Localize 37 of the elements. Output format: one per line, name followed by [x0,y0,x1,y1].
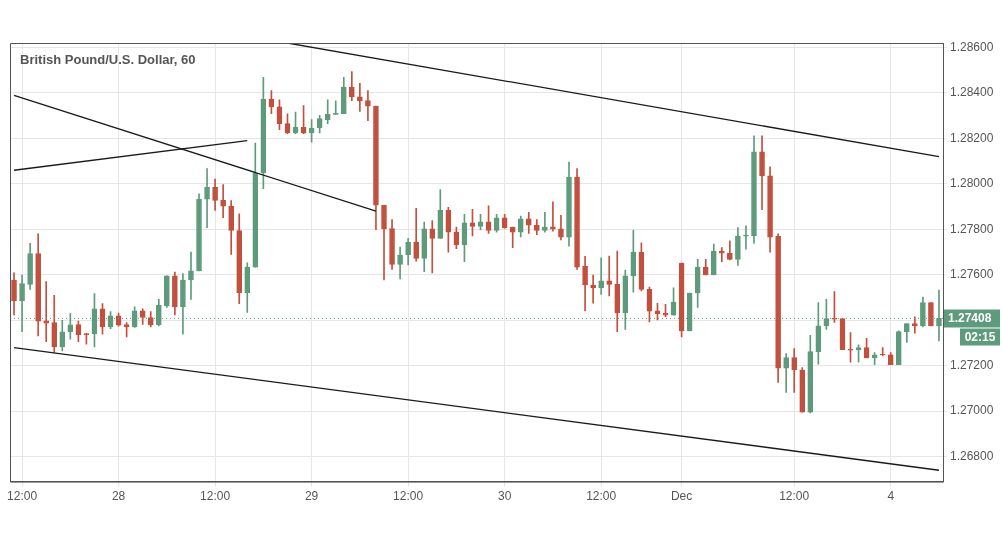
x-tick-label: Dec [670,489,693,504]
y-tick-label: 1.28400 [950,85,994,100]
x-tick-label: 12:00 [393,489,424,504]
candlestick [743,225,749,250]
y-tick-label: 1.27200 [950,358,994,373]
candlestick [43,281,50,342]
candlestick [365,90,371,122]
x-tick-label: 30 [497,489,512,504]
x-tick-label: 29 [304,489,319,504]
candlestick [220,184,226,219]
candlestick [509,226,516,249]
y-tick-label: 1.27600 [950,267,994,282]
candlestick [718,247,725,262]
x-tick-label: 4 [887,489,895,504]
x-tick-label: 12:00 [7,489,38,504]
y-tick-label: 1.27000 [950,403,994,418]
ref-line-label: 1.27408 [948,310,992,325]
candlestick [912,316,918,334]
candlestick [188,251,194,300]
x-tick-label: 12:00 [779,489,810,504]
x-tick-label: 12:00 [586,489,617,504]
candlestick [324,99,331,125]
y-tick-label: 1.28000 [950,176,994,191]
candlestick [204,168,210,229]
y-tick-label: 1.28600 [950,39,994,54]
candlestick [606,255,613,297]
candlestick [598,257,604,295]
candlestick [429,220,436,274]
y-tick-label: 1.27800 [950,221,994,236]
text: British Pound/U.S. Dollar, 60 [20,51,196,67]
x-tick-label: 28 [111,489,126,504]
y-tick-label: 1.28200 [950,130,994,145]
y-tick-label: 1.26800 [950,448,994,463]
x-tick-label: 12:00 [200,489,231,504]
text: 02:15 [964,329,996,344]
candlestick [542,211,548,233]
candlestick [879,347,886,357]
